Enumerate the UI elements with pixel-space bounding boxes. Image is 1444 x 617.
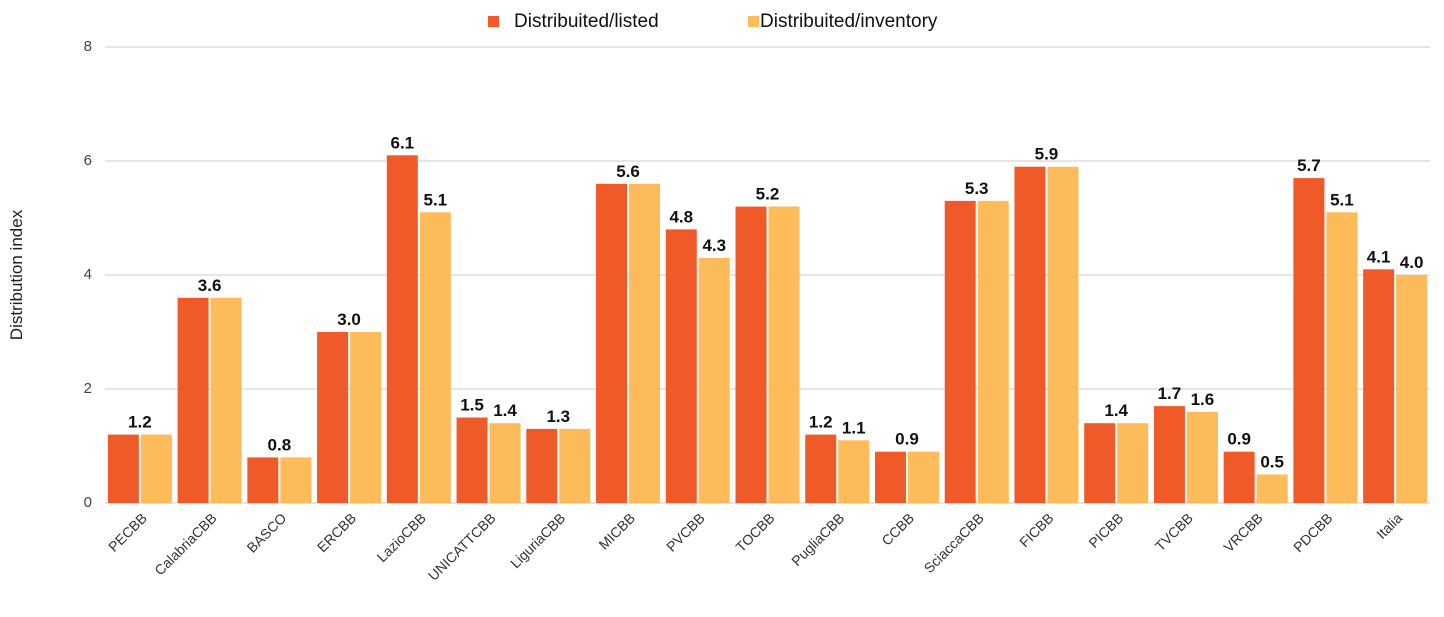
bar	[1084, 423, 1116, 503]
x-tick-label: CCBB	[878, 510, 917, 549]
bar	[698, 257, 730, 503]
y-tick-label: 2	[84, 380, 92, 397]
bar	[350, 332, 382, 503]
bar	[559, 428, 591, 503]
data-label: 4.0	[1400, 253, 1424, 272]
bar	[456, 417, 488, 503]
data-label: 4.1	[1367, 247, 1391, 266]
bar	[874, 451, 906, 503]
data-label: 5.1	[423, 190, 447, 209]
bar	[489, 423, 521, 503]
data-label: 1.7	[1158, 384, 1182, 403]
data-label: 4.3	[702, 236, 726, 255]
data-label: 0.9	[1227, 430, 1251, 449]
bar	[944, 200, 976, 503]
bar	[526, 428, 558, 503]
bar	[596, 183, 628, 504]
data-label: 1.4	[1104, 401, 1128, 420]
bar	[1223, 451, 1255, 503]
x-tick-label: ERCBB	[314, 510, 359, 555]
bar	[805, 434, 837, 503]
bar	[247, 457, 279, 503]
bar	[735, 206, 767, 503]
data-label: 5.7	[1297, 156, 1321, 175]
bar	[419, 212, 451, 504]
bar	[210, 297, 242, 503]
data-label: 1.5	[460, 396, 484, 415]
bar	[1186, 411, 1218, 503]
x-tick-label: CalabriaCBB	[151, 510, 220, 579]
x-tick-label: LiguriaCBB	[507, 510, 568, 571]
y-tick-label: 4	[84, 266, 92, 283]
y-tick-label: 8	[84, 38, 92, 55]
bar	[1326, 212, 1358, 504]
bar	[1014, 166, 1046, 503]
x-tick-label: SciaccaCBB	[920, 510, 986, 576]
data-label: 5.9	[1035, 145, 1059, 164]
data-label: 5.2	[756, 185, 780, 204]
bar	[1153, 406, 1185, 503]
bar	[1047, 166, 1079, 503]
bar	[107, 434, 139, 503]
data-label: 5.6	[616, 162, 640, 181]
x-tick-label: MICBB	[595, 510, 638, 553]
bar	[629, 183, 661, 504]
x-tick-label: TOCBB	[732, 510, 777, 555]
bar	[1396, 275, 1428, 503]
x-tick-label: BASCO	[243, 510, 289, 556]
bar	[977, 200, 1009, 503]
x-tick-label: FICBB	[1016, 510, 1056, 550]
legend-swatch	[488, 16, 499, 27]
x-tick-label: UNICATTCBB	[425, 510, 499, 584]
bar	[1256, 474, 1288, 503]
data-label: 1.2	[809, 413, 833, 432]
data-label: 5.1	[1330, 190, 1354, 209]
y-tick-label: 0	[84, 494, 92, 511]
data-label: 0.8	[268, 435, 292, 454]
data-label: 0.5	[1260, 453, 1284, 472]
bar	[140, 434, 172, 503]
data-label: 1.4	[493, 401, 517, 420]
bar	[386, 155, 418, 504]
bar	[768, 206, 800, 503]
x-tick-label: PugliaCBB	[788, 510, 847, 569]
legend-label: Distribuited/listed	[514, 11, 659, 32]
bar	[838, 440, 870, 503]
bar	[317, 332, 349, 503]
data-label: 5.3	[965, 179, 989, 198]
data-label: 1.2	[128, 413, 152, 432]
x-tick-label: LazioCBB	[374, 510, 429, 565]
data-label: 6.1	[390, 133, 414, 152]
bar	[1363, 269, 1395, 503]
x-tick-label: PVCBB	[663, 510, 708, 555]
data-label: 3.6	[198, 276, 222, 295]
bar	[177, 297, 209, 503]
data-label: 1.3	[546, 407, 570, 426]
x-tick-label: Italia	[1373, 510, 1405, 542]
data-label: 4.8	[669, 207, 693, 226]
legend-swatch	[748, 16, 759, 27]
y-tick-label: 6	[84, 152, 92, 169]
data-label: 3.0	[337, 310, 361, 329]
bar	[665, 229, 697, 503]
data-label: 0.9	[895, 430, 919, 449]
x-tick-label: TVCBB	[1152, 510, 1196, 554]
y-axis-title: Distribution index	[7, 209, 26, 340]
x-tick-label: PDCBB	[1290, 510, 1335, 555]
legend-label: Distribuited/inventory	[760, 11, 938, 32]
data-label: 1.6	[1191, 390, 1215, 409]
bar	[1293, 178, 1325, 503]
x-tick-label: PICBB	[1085, 510, 1126, 551]
x-tick-label: PECBB	[105, 510, 150, 555]
x-tick-label: VRCBB	[1220, 510, 1265, 555]
bar	[907, 451, 939, 503]
data-label: 1.1	[842, 418, 866, 437]
bar	[1117, 423, 1149, 503]
bar	[280, 457, 312, 503]
